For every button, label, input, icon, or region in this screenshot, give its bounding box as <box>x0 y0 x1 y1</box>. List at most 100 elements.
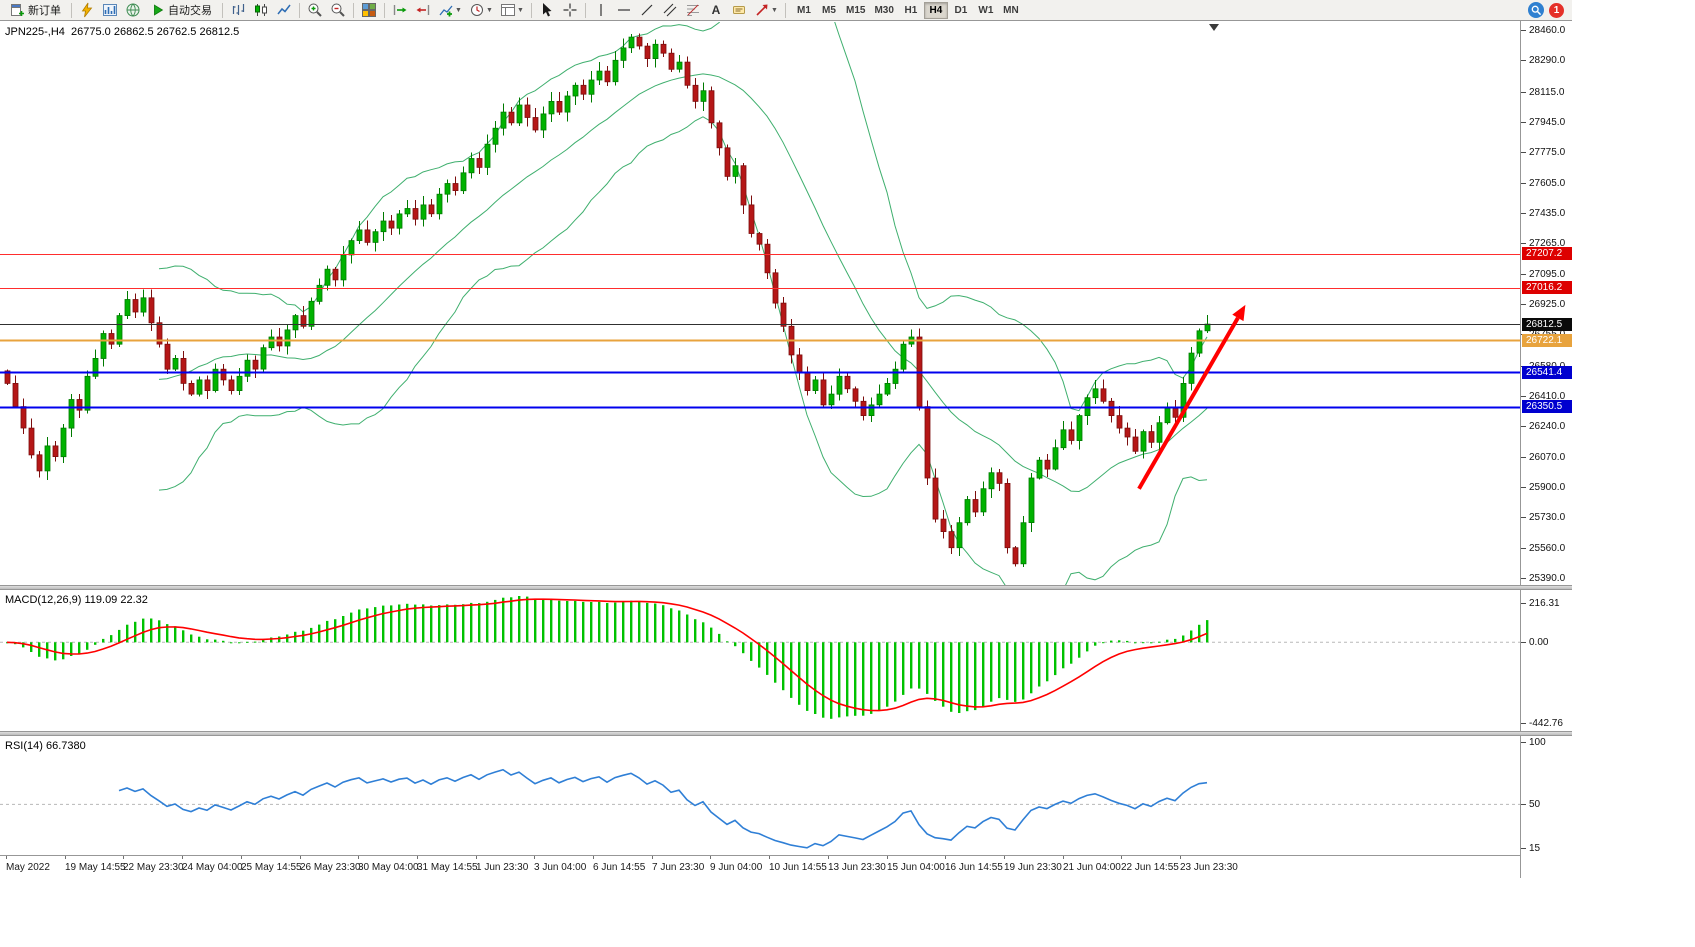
timeframe-button-m1[interactable]: M1 <box>797 4 811 16</box>
bar-chart-type-button[interactable] <box>227 1 249 19</box>
time-axis-tick-mark <box>241 856 242 859</box>
timeframe-button-mn[interactable]: MN <box>1003 4 1019 16</box>
rsi-canvas[interactable] <box>0 736 1520 855</box>
rsi-axis-tick-mark <box>1521 848 1526 849</box>
rsi-axis-tick-label: 50 <box>1529 799 1541 810</box>
timeframe-button-h4[interactable]: H4 <box>923 1 948 19</box>
rsi-panel[interactable]: RSI(14) 66.7380 <box>0 736 1520 855</box>
dropdown-caret-icon: ▼ <box>455 6 462 14</box>
cursor-button[interactable] <box>536 1 558 19</box>
price-axis[interactable]: 28460.0 28290.0 28115.0 27945.0 27775.0 27605… <box>1520 21 1572 878</box>
time-axis-label: 15 Jun 04:00 <box>887 862 945 873</box>
candlestick-type-button[interactable] <box>250 1 272 19</box>
indicators-button[interactable]: ▼ <box>435 1 465 19</box>
macd-axis-tick-label: -442.76 <box>1529 718 1563 729</box>
timeframe-group: M1 M5 M15 M30 H1 H4 D1 W1 MN <box>792 1 1023 19</box>
time-axis-label: 31 May 14:55 <box>417 862 478 873</box>
tile-windows-button[interactable] <box>358 1 380 19</box>
chart-file-button[interactable] <box>99 1 121 19</box>
time-axis-tick-mark <box>417 856 418 859</box>
zoom-in-button[interactable] <box>304 1 326 19</box>
alerts-button[interactable] <box>76 1 98 19</box>
panel-splitter[interactable] <box>0 585 1572 590</box>
time-axis-label: 6 Jun 14:55 <box>593 862 646 873</box>
chart-shift-button[interactable] <box>412 1 434 19</box>
bar-chart-icon <box>232 4 245 15</box>
macd-panel[interactable]: MACD(12,26,9) 119.09 22.32 <box>0 590 1520 731</box>
autotrade-button[interactable]: 自动交易 <box>145 1 218 19</box>
rsi-axis-tick-mark <box>1521 804 1526 805</box>
time-axis-label: 22 May 23:30 <box>123 862 184 873</box>
vertical-line-tool-button[interactable] <box>590 1 612 19</box>
autoscroll-button[interactable] <box>389 1 411 19</box>
time-axis-tick-mark <box>593 856 594 859</box>
macd-axis-tick-mark <box>1521 642 1526 643</box>
panel-splitter[interactable] <box>0 731 1572 736</box>
price-axis-tick-mark <box>1521 30 1526 31</box>
text-tool-icon: A <box>711 3 721 17</box>
rsi-line <box>118 768 1208 849</box>
timeframe-button-m5[interactable]: M5 <box>822 4 836 16</box>
macd-canvas[interactable] <box>0 590 1520 731</box>
price-axis-tick-mark <box>1521 92 1526 93</box>
candle-bodies <box>4 36 1211 565</box>
price-axis-tick-label: 27435.0 <box>1529 208 1566 219</box>
time-axis-label: 9 Jun 04:00 <box>710 862 763 873</box>
chart-area: JPN225-,H4 26775.0 26862.5 26762.5 26812… <box>0 21 1572 878</box>
price-level-badge: 27016.2 <box>1522 281 1572 294</box>
price-axis-tick-mark <box>1521 152 1526 153</box>
rsi-axis-tick-label: 100 <box>1529 737 1546 748</box>
price-level-badge: 26541.4 <box>1522 366 1572 379</box>
price-axis-tick-label: 27945.0 <box>1529 117 1566 128</box>
web-terminal-button[interactable] <box>122 1 144 19</box>
price-axis-tick-label: 25560.0 <box>1529 543 1566 554</box>
price-axis-tick-mark <box>1521 426 1526 427</box>
label-tool-button[interactable] <box>728 1 750 19</box>
price-chart-panel[interactable]: JPN225-,H4 26775.0 26862.5 26762.5 26812… <box>0 22 1520 585</box>
timeframe-button-m30[interactable]: M30 <box>874 4 894 16</box>
new-order-button[interactable]: 新订单 <box>3 1 67 19</box>
symbol-ohlc-label: JPN225-,H4 26775.0 26862.5 26762.5 26812… <box>5 26 240 38</box>
templates-button[interactable]: ▼ <box>497 1 527 19</box>
time-axis-tick-mark <box>300 856 301 859</box>
time-axis-tick-mark <box>1121 856 1122 859</box>
trendline-tool-button[interactable] <box>636 1 658 19</box>
fibonacci-tool-button[interactable] <box>682 1 704 19</box>
time-axis-tick-mark <box>828 856 829 859</box>
text-tool-button[interactable]: A <box>705 1 727 19</box>
candlestick-icon <box>255 4 267 16</box>
time-axis-label: 1 Jun 23:30 <box>476 862 529 873</box>
price-axis-tick-label: 28290.0 <box>1529 55 1566 66</box>
time-axis[interactable]: May 2022 19 May 14:55 22 May 23:30 24 May 0… <box>0 855 1520 878</box>
price-axis-tick-mark <box>1521 548 1526 549</box>
time-axis-label: 25 May 14:55 <box>241 862 302 873</box>
time-axis-tick-mark <box>6 856 7 859</box>
timeframe-button-d1[interactable]: D1 <box>954 4 968 16</box>
timeframe-button-h1[interactable]: H1 <box>904 4 918 16</box>
horizontal-line-tool-button[interactable] <box>613 1 635 19</box>
time-axis-label: 30 May 04:00 <box>358 862 419 873</box>
zoom-out-button[interactable] <box>327 1 349 19</box>
arrows-tool-button[interactable]: ▼ <box>751 1 781 19</box>
periods-button[interactable]: ▼ <box>466 1 496 19</box>
price-axis-tick-label: 28460.0 <box>1529 25 1566 36</box>
time-axis-tick-mark <box>123 856 124 859</box>
price-axis-tick-label: 27095.0 <box>1529 269 1566 280</box>
timeframe-button-m15[interactable]: M15 <box>846 4 866 16</box>
timeframe-button-w1[interactable]: W1 <box>978 4 994 16</box>
notification-badge[interactable]: 1 <box>1549 2 1564 18</box>
price-chart-canvas[interactable] <box>0 22 1520 585</box>
time-axis-tick-mark <box>1063 856 1064 859</box>
price-axis-tick-label: 27605.0 <box>1529 178 1566 189</box>
line-chart-type-button[interactable] <box>273 1 295 19</box>
price-axis-tick-label: 25390.0 <box>1529 573 1566 584</box>
channel-tool-button[interactable] <box>659 1 681 19</box>
tile-windows-icon <box>362 3 376 17</box>
time-axis-label: 19 May 14:55 <box>65 862 126 873</box>
search-icon[interactable] <box>1528 2 1544 18</box>
globe-icon <box>126 3 140 17</box>
toolbar-separator <box>785 2 786 18</box>
crosshair-button[interactable] <box>559 1 581 19</box>
macd-histogram <box>6 596 1209 719</box>
